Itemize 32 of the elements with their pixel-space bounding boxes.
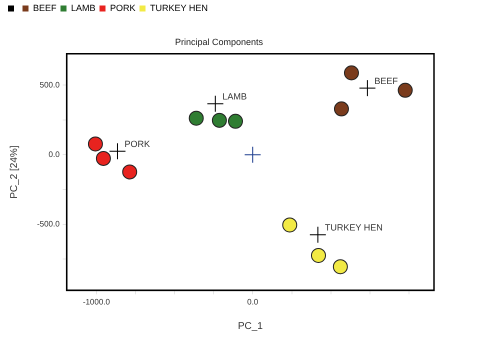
y-tick-label: 0.0	[48, 150, 60, 159]
point	[398, 82, 413, 98]
x-axis-title: PC_1	[238, 320, 264, 332]
legend-label: BEEF	[33, 2, 58, 13]
annotation: PORK	[124, 139, 150, 150]
point	[212, 112, 227, 128]
chart-title: Principal Components	[174, 36, 264, 47]
annotation: LAMB	[222, 92, 247, 102]
point	[122, 164, 138, 180]
y-tick-label: -500.0	[36, 219, 60, 228]
legend-label: TURKEY HEN	[150, 2, 208, 13]
annotation: BEEF	[374, 76, 398, 86]
point	[96, 150, 111, 166]
point	[88, 136, 103, 152]
annotation: TURKEY HEN	[324, 222, 383, 233]
point	[108, 142, 126, 160]
point	[334, 101, 349, 116]
point	[228, 114, 243, 129]
x-tick-label: -1000.0	[82, 297, 110, 306]
point	[309, 226, 326, 244]
point	[188, 110, 204, 126]
point	[244, 146, 262, 164]
y-axis-title: PC_2 [24%]	[8, 145, 20, 199]
y-tick-label: 500.0	[40, 80, 60, 90]
point	[332, 259, 348, 274]
point	[358, 80, 376, 97]
point	[344, 65, 359, 80]
point	[206, 95, 224, 112]
legend-label: LAMB	[71, 2, 96, 13]
point	[282, 217, 298, 232]
legend-label: PORK	[110, 2, 136, 13]
point	[310, 248, 326, 263]
